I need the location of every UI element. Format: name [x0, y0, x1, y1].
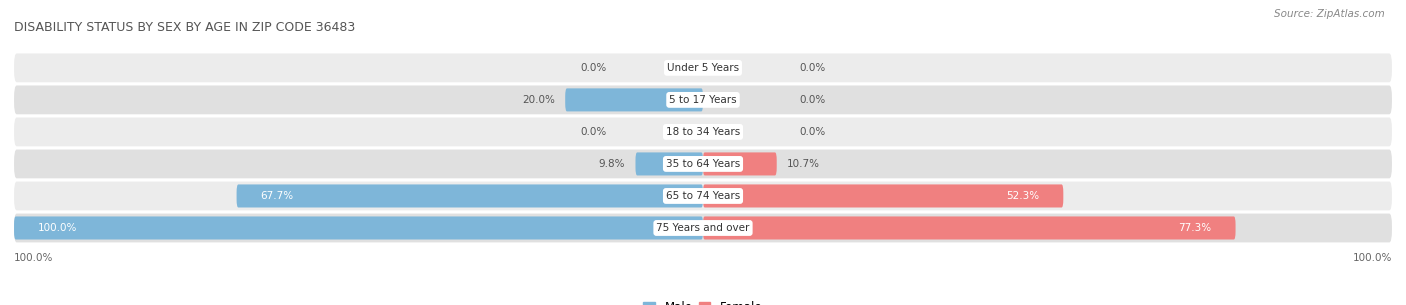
- Text: 77.3%: 77.3%: [1178, 223, 1212, 233]
- Text: 0.0%: 0.0%: [800, 95, 825, 105]
- FancyBboxPatch shape: [703, 217, 1236, 239]
- FancyBboxPatch shape: [565, 88, 703, 111]
- FancyBboxPatch shape: [14, 217, 703, 239]
- FancyBboxPatch shape: [636, 152, 703, 175]
- FancyBboxPatch shape: [14, 214, 1392, 242]
- Text: 0.0%: 0.0%: [800, 63, 825, 73]
- FancyBboxPatch shape: [236, 185, 703, 207]
- FancyBboxPatch shape: [703, 185, 1063, 207]
- FancyBboxPatch shape: [14, 117, 1392, 146]
- Text: 20.0%: 20.0%: [522, 95, 555, 105]
- FancyBboxPatch shape: [703, 152, 776, 175]
- FancyBboxPatch shape: [14, 85, 1392, 114]
- Text: 35 to 64 Years: 35 to 64 Years: [666, 159, 740, 169]
- Text: 52.3%: 52.3%: [1007, 191, 1039, 201]
- Text: 75 Years and over: 75 Years and over: [657, 223, 749, 233]
- Legend: Male, Female: Male, Female: [638, 296, 768, 305]
- Text: 65 to 74 Years: 65 to 74 Years: [666, 191, 740, 201]
- Text: 5 to 17 Years: 5 to 17 Years: [669, 95, 737, 105]
- Text: 100.0%: 100.0%: [38, 223, 77, 233]
- Text: Source: ZipAtlas.com: Source: ZipAtlas.com: [1274, 9, 1385, 19]
- Text: 18 to 34 Years: 18 to 34 Years: [666, 127, 740, 137]
- FancyBboxPatch shape: [14, 53, 1392, 82]
- Text: 67.7%: 67.7%: [260, 191, 294, 201]
- FancyBboxPatch shape: [14, 149, 1392, 178]
- Text: Under 5 Years: Under 5 Years: [666, 63, 740, 73]
- Text: 100.0%: 100.0%: [14, 253, 53, 263]
- FancyBboxPatch shape: [14, 181, 1392, 210]
- Text: 0.0%: 0.0%: [581, 63, 606, 73]
- Text: 9.8%: 9.8%: [599, 159, 626, 169]
- Text: 0.0%: 0.0%: [581, 127, 606, 137]
- Text: 100.0%: 100.0%: [1353, 253, 1392, 263]
- Text: DISABILITY STATUS BY SEX BY AGE IN ZIP CODE 36483: DISABILITY STATUS BY SEX BY AGE IN ZIP C…: [14, 21, 356, 34]
- Text: 10.7%: 10.7%: [787, 159, 820, 169]
- Text: 0.0%: 0.0%: [800, 127, 825, 137]
